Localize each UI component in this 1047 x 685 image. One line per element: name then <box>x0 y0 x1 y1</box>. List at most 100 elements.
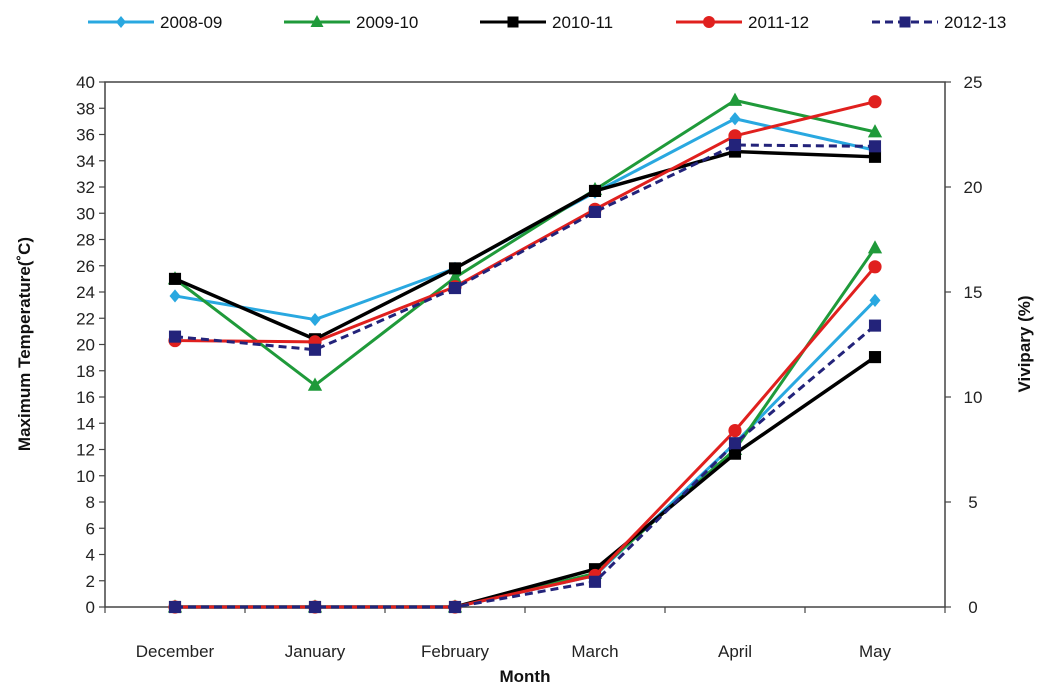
y-tick-label: 32 <box>76 178 95 197</box>
temperature-point <box>308 343 322 356</box>
y2-tick-label: 15 <box>964 283 983 302</box>
vivipary-point <box>868 351 882 364</box>
x-axis: December January February March April May <box>104 607 946 661</box>
y-tick-label: 18 <box>76 362 95 381</box>
series-2008-09 <box>169 112 881 614</box>
vivipary-point <box>867 240 883 254</box>
vivipary-point <box>448 600 462 614</box>
legend-item: 2010-11 <box>480 13 613 32</box>
temperature-line <box>174 149 876 341</box>
y2-tick-label: 0 <box>968 598 977 617</box>
x-tick-label: February <box>421 642 490 661</box>
legend-swatch-marker <box>703 16 715 28</box>
y-tick-label: 14 <box>76 414 95 433</box>
temperature-point <box>868 95 882 109</box>
temperature-line <box>174 117 876 322</box>
vivipary-point <box>588 575 602 588</box>
temperature-point <box>728 138 742 152</box>
series-2012-13 <box>168 138 882 614</box>
temperature-point <box>867 124 883 138</box>
vivipary-line <box>175 265 877 609</box>
series-2009-10 <box>167 92 883 613</box>
y-tick-label: 6 <box>86 519 95 538</box>
legend-label: 2009-10 <box>356 13 418 32</box>
series-2010-11 <box>168 145 882 614</box>
legend-item: 2008-09 <box>88 13 222 32</box>
y2-tick-label: 5 <box>968 493 977 512</box>
legend-label: 2008-09 <box>160 13 222 32</box>
legend-swatch-marker <box>310 15 324 27</box>
y2-tick-label: 20 <box>964 178 983 197</box>
y-tick-label: 26 <box>76 257 95 276</box>
vivipary-point <box>308 600 322 614</box>
vivipary-point <box>168 600 182 614</box>
temperature-point <box>727 92 743 106</box>
x-tick-label: April <box>718 642 752 661</box>
legend-item: 2011-12 <box>676 13 809 32</box>
x-tick-label: December <box>136 642 215 661</box>
x-tick-label: March <box>571 642 618 661</box>
y2-tick-label: 25 <box>964 73 983 92</box>
x-axis-title: Month <box>500 667 551 685</box>
legend-label: 2012-13 <box>944 13 1006 32</box>
y-axis-title: Maximum Temperature(˚C) <box>15 237 34 451</box>
legend: 2008-09 2009-10 2010-11 2011-12 2012-13 <box>88 13 1006 32</box>
temperature-point <box>868 140 882 153</box>
legend-swatch-marker <box>507 16 519 28</box>
legend-item: 2009-10 <box>284 13 418 32</box>
temperature-point <box>588 184 602 197</box>
legend-swatch-marker <box>116 16 126 28</box>
y-tick-label: 10 <box>76 467 95 486</box>
vivipary-point <box>869 293 881 307</box>
y-tick-label: 30 <box>76 204 95 223</box>
temperature-point <box>448 282 462 295</box>
y2-axis-title: Vivipary (%) <box>1015 295 1034 392</box>
legend-label: 2011-12 <box>748 13 809 32</box>
temperature-point <box>168 272 182 285</box>
temperature-point <box>868 150 882 163</box>
y-tick-label: 28 <box>76 231 95 250</box>
temperature-point <box>307 377 323 391</box>
vivipary-point <box>868 319 882 332</box>
vivipary-point <box>728 447 742 460</box>
vivipary-line <box>175 355 876 609</box>
y-tick-label: 22 <box>76 309 95 328</box>
temperature-line <box>174 100 876 344</box>
vivipary-point <box>728 424 742 438</box>
y-tick-label: 4 <box>86 546 95 565</box>
x-tick-label: January <box>285 642 346 661</box>
legend-swatch-marker <box>899 16 911 28</box>
temperature-line <box>174 98 876 387</box>
temperature-point <box>729 112 741 126</box>
vivipary-point <box>868 260 882 274</box>
temperature-point <box>309 312 321 327</box>
series-layer <box>167 92 883 614</box>
y-tick-label: 2 <box>86 572 95 591</box>
temperature-point <box>169 289 181 303</box>
y-tick-label: 16 <box>76 388 95 407</box>
y-tick-label: 0 <box>86 598 95 617</box>
y-tick-label: 34 <box>76 152 95 171</box>
temperature-line <box>174 143 876 352</box>
y-tick-label: 12 <box>76 441 95 460</box>
vivipary-line <box>175 324 876 609</box>
temperature-point <box>448 262 462 275</box>
temperature-point <box>588 205 602 218</box>
y-tick-label: 20 <box>76 336 95 355</box>
y2-tick-label: 10 <box>964 388 983 407</box>
plot-area <box>104 81 946 608</box>
y-tick-label: 24 <box>76 283 95 302</box>
y-tick-label: 8 <box>86 493 95 512</box>
y-axis-right: 0 5 10 15 20 25 <box>945 73 982 617</box>
y-tick-label: 40 <box>76 73 95 92</box>
y-tick-label: 38 <box>76 99 95 118</box>
temperature-point <box>168 330 182 343</box>
legend-label: 2010-11 <box>552 13 613 32</box>
y-tick-label: 36 <box>76 126 95 145</box>
temperature-point <box>447 269 463 284</box>
vivipary-point <box>728 437 742 450</box>
legend-item: 2012-13 <box>872 13 1006 32</box>
x-tick-label: May <box>859 642 892 661</box>
